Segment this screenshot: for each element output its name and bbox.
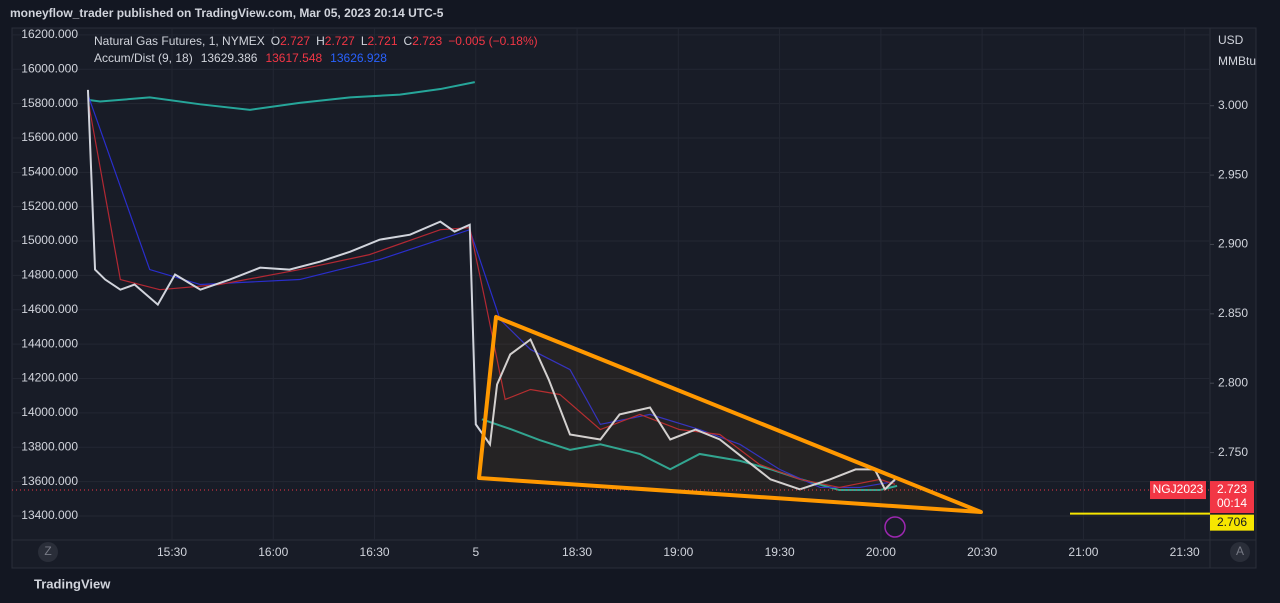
ohlc-key: H: [316, 34, 325, 48]
ohlc-value: 2.721: [368, 34, 398, 48]
y-tick-label: 16000.000: [21, 61, 78, 75]
series-line: [87, 94, 896, 489]
x-tick-label: 20:30: [967, 545, 997, 559]
symbol-label: NGJ2023: [1153, 482, 1204, 496]
a-button[interactable]: A: [1236, 544, 1244, 558]
legend-indicator: Accum/Dist (9, 18) 13629.386 13617.548 1362…: [94, 51, 387, 65]
y-tick-label: 13400.000: [21, 508, 78, 522]
y-tick-label: 14400.000: [21, 336, 78, 350]
footer: TradingView: [34, 576, 111, 591]
x-tick-label: 19:00: [663, 545, 693, 559]
y2-tick-label: 2.850: [1218, 306, 1248, 320]
x-tick-label: 19:30: [765, 545, 795, 559]
y-tick-label: 14000.000: [21, 405, 78, 419]
price-label: 2.706: [1217, 515, 1247, 529]
ohlc-key: O: [271, 34, 280, 48]
triangle-drawing: [477, 315, 983, 514]
price-label: 2.723: [1217, 482, 1247, 496]
series-line: [87, 99, 896, 489]
symbol-tag: [1150, 481, 1206, 500]
x-tick-label: 15:30: [157, 545, 187, 559]
series-line: [86, 89, 896, 491]
y2-tick-label: 3.000: [1218, 98, 1248, 112]
y-tick-label: 16200.000: [21, 27, 78, 41]
symbol-name: Natural Gas Futures, 1, NYMEX: [94, 34, 265, 48]
y2-tick-label: 2.950: [1218, 167, 1248, 181]
indicator-value: 13626.928: [330, 51, 387, 65]
y-tick-label: 14200.000: [21, 371, 78, 385]
legend-symbol: Natural Gas Futures, 1, NYMEX O2.727 H2.72…: [94, 34, 538, 48]
z-button[interactable]: Z: [44, 544, 51, 558]
price-tag: [1210, 481, 1254, 514]
x-tick-label: 5: [472, 545, 479, 559]
y-tick-label: 15000.000: [21, 233, 78, 247]
x-tick-label: 16:00: [258, 545, 288, 559]
y2-tick-label: 2.750: [1218, 445, 1248, 459]
chart-panel: [11, 27, 1257, 569]
ohlc-key: C: [404, 34, 413, 48]
event-icon[interactable]: [884, 516, 906, 538]
x-tick-label: 16:30: [360, 545, 390, 559]
y-tick-label: 13600.000: [21, 474, 78, 488]
y2-unit: USD: [1218, 33, 1244, 47]
x-tick-label: 21:30: [1170, 545, 1200, 559]
y-tick-label: 15800.000: [21, 96, 78, 110]
y-tick-label: 14800.000: [21, 268, 78, 282]
x-tick-label: 20:00: [866, 545, 896, 559]
y2-unit: MMBtu: [1218, 54, 1256, 68]
y2-tick-label: 2.900: [1218, 237, 1248, 251]
y2-tick-label: 2.800: [1218, 375, 1248, 389]
ohlc-value: 2.727: [325, 34, 355, 48]
y-tick-label: 15600.000: [21, 130, 78, 144]
series-line: [481, 418, 898, 492]
series-line: [89, 81, 475, 111]
y-tick-label: 15400.000: [21, 164, 78, 178]
x-tick-label: 18:30: [562, 545, 592, 559]
header: moneyflow_trader published on TradingVie…: [10, 6, 444, 20]
a-button-bg[interactable]: [1230, 542, 1250, 562]
indicator-value: 13629.386: [201, 51, 258, 65]
indicator-value: 13617.548: [265, 51, 322, 65]
y-tick-label: 14600.000: [21, 302, 78, 316]
price-tag: [1210, 514, 1254, 531]
change: −0.005 (−0.18%): [448, 34, 537, 48]
indicator-name: Accum/Dist (9, 18): [94, 51, 193, 65]
y-tick-label: 13800.000: [21, 439, 78, 453]
z-button-bg[interactable]: [38, 542, 58, 562]
ohlc-value: 2.727: [280, 34, 310, 48]
countdown: 00:14: [1217, 496, 1247, 510]
ohlc-key: L: [361, 34, 368, 48]
ohlc-value: 2.723: [412, 34, 442, 48]
x-tick-label: 21:00: [1068, 545, 1098, 559]
y-tick-label: 15200.000: [21, 199, 78, 213]
